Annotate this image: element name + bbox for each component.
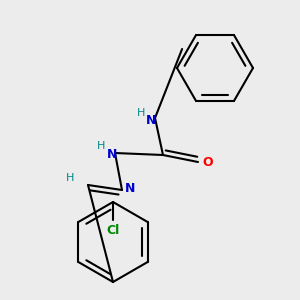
Text: O: O <box>203 155 213 169</box>
Text: N: N <box>107 148 117 161</box>
Text: N: N <box>146 113 156 127</box>
Text: H: H <box>137 108 145 118</box>
Text: H: H <box>97 141 105 151</box>
Text: H: H <box>66 173 74 183</box>
Text: N: N <box>125 182 135 194</box>
Text: Cl: Cl <box>106 224 120 236</box>
